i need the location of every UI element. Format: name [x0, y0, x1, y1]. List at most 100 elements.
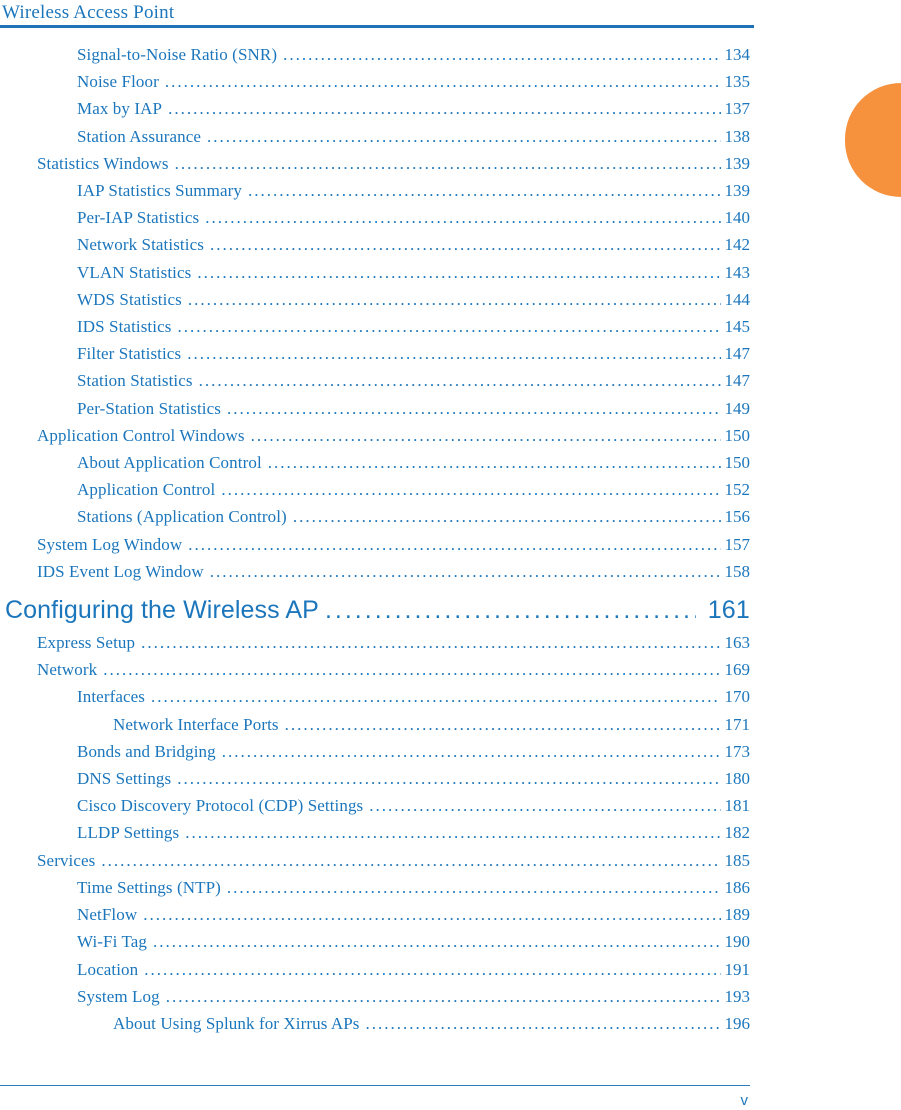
toc-entry-label: Wi-Fi Tag — [77, 932, 148, 952]
toc-entry[interactable]: Express Setup 163 — [0, 629, 750, 656]
toc-chapter-entry[interactable]: Configuring the Wireless AP 161 — [0, 593, 750, 627]
toc-leader-dots — [187, 340, 720, 367]
toc-entry-page: 139 — [724, 181, 751, 201]
toc-entry[interactable]: Per-IAP Statistics 140 — [0, 204, 750, 231]
toc-leader-dots — [188, 286, 721, 313]
toc-entry[interactable]: WDS Statistics 144 — [0, 286, 750, 313]
toc-entry[interactable]: About Application Control 150 — [0, 449, 750, 476]
toc-entry-label: WDS Statistics — [77, 289, 182, 309]
toc-leader-dots — [210, 558, 721, 585]
toc-entry-label: Location — [77, 959, 139, 979]
toc-leader-dots — [251, 422, 721, 449]
toc-entry-page: 180 — [724, 769, 751, 789]
toc-entry[interactable]: Application Control 152 — [0, 476, 750, 503]
toc-entry-label: Bonds and Bridging — [77, 741, 216, 761]
toc-entry-label: Stations (Application Control) — [77, 507, 287, 527]
toc-leader-dots — [153, 928, 720, 955]
toc-entry[interactable]: Noise Floor 135 — [0, 68, 750, 95]
toc-entry-page: 147 — [724, 371, 751, 391]
toc-leader-dots — [143, 901, 720, 928]
toc-entry-page: 189 — [724, 905, 751, 925]
toc-entry-page: 150 — [724, 453, 751, 473]
toc-leader-dots — [210, 231, 721, 258]
toc-entry[interactable]: Max by IAP 137 — [0, 95, 750, 122]
toc-leader-dots — [207, 123, 721, 150]
toc-entry[interactable]: Application Control Windows 150 — [0, 422, 750, 449]
toc-entry[interactable]: Network Interface Ports 171 — [0, 711, 750, 738]
toc-entry-label: IDS Statistics — [77, 317, 172, 337]
toc-entry[interactable]: Cisco Discovery Protocol (CDP) Settings … — [0, 792, 750, 819]
toc-entry-page: 137 — [724, 99, 751, 119]
toc-leader-dots — [177, 313, 720, 340]
toc-entry-page: 139 — [724, 153, 751, 173]
toc-leader-dots — [141, 629, 720, 656]
toc-entry-label: About Using Splunk for Xirrus APs — [113, 1013, 360, 1033]
toc-entry[interactable]: Wi-Fi Tag 190 — [0, 928, 750, 955]
toc-entry-page: 196 — [724, 1013, 751, 1033]
toc-entry-page: 182 — [724, 823, 751, 843]
toc-entry-page: 191 — [724, 959, 751, 979]
toc-entry-label: VLAN Statistics — [77, 262, 192, 282]
toc-entry[interactable]: Filter Statistics 147 — [0, 340, 750, 367]
toc-entry-label: Application Control Windows — [37, 425, 245, 445]
toc-leader-dots — [199, 367, 721, 394]
toc-entry[interactable]: Signal-to-Noise Ratio (SNR) 134 — [0, 41, 750, 68]
toc-entry-page: 170 — [724, 687, 751, 707]
toc-entry[interactable]: Location 191 — [0, 956, 750, 983]
toc-entry[interactable]: IAP Statistics Summary 139 — [0, 177, 750, 204]
toc-entry-page: 171 — [724, 714, 751, 734]
toc-entry-label: Per-Station Statistics — [77, 398, 221, 418]
toc-leader-dots — [166, 983, 721, 1010]
toc-entry[interactable]: About Using Splunk for Xirrus APs 196 — [0, 1010, 750, 1037]
toc-entry-label: Configuring the Wireless AP — [5, 596, 319, 625]
toc-entry-page: 185 — [724, 850, 751, 870]
toc-leader-dots — [248, 177, 721, 204]
table-of-contents: Signal-to-Noise Ratio (SNR) 134 Noise Fl… — [0, 41, 750, 1037]
toc-entry-page: 173 — [724, 741, 751, 761]
toc-entry-label: System Log Window — [37, 534, 183, 554]
toc-entry[interactable]: Statistics Windows 139 — [0, 150, 750, 177]
toc-entry[interactable]: System Log 193 — [0, 983, 750, 1010]
toc-entry[interactable]: LLDP Settings 182 — [0, 819, 750, 846]
toc-entry[interactable]: System Log Window 157 — [0, 531, 750, 558]
toc-entry-label: Network Interface Ports — [113, 714, 279, 734]
toc-entry[interactable]: Station Statistics 147 — [0, 367, 750, 394]
toc-leader-dots — [366, 1010, 721, 1037]
toc-entry-label: Application Control — [77, 480, 216, 500]
toc-entry-page: 186 — [724, 877, 751, 897]
toc-entry[interactable]: IDS Event Log Window 158 — [0, 558, 750, 585]
toc-entry-label: DNS Settings — [77, 769, 172, 789]
toc-entry-page: 193 — [724, 986, 751, 1006]
toc-entry-page: 149 — [724, 398, 751, 418]
toc-entry[interactable]: Time Settings (NTP) 186 — [0, 874, 750, 901]
toc-entry-label: Filter Statistics — [77, 344, 182, 364]
toc-leader-dots — [165, 68, 721, 95]
toc-entry[interactable]: Bonds and Bridging 173 — [0, 738, 750, 765]
toc-entry-page: 140 — [724, 208, 751, 228]
toc-entry[interactable]: VLAN Statistics 143 — [0, 259, 750, 286]
toc-entry-page: 144 — [724, 289, 751, 309]
toc-entry[interactable]: Services 185 — [0, 847, 750, 874]
toc-entry[interactable]: Per-Station Statistics 149 — [0, 395, 750, 422]
toc-leader-dots — [144, 956, 720, 983]
toc-entry-page: 163 — [724, 633, 751, 653]
toc-entry-page: 135 — [724, 72, 751, 92]
toc-entry[interactable]: IDS Statistics 145 — [0, 313, 750, 340]
page-header: Wireless Access Point — [0, 0, 901, 28]
toc-entry-label: Services — [37, 850, 96, 870]
toc-leader-dots — [268, 449, 721, 476]
toc-entry[interactable]: Network Statistics 142 — [0, 231, 750, 258]
toc-entry-page: 138 — [724, 126, 751, 146]
toc-entry[interactable]: Station Assurance 138 — [0, 123, 750, 150]
toc-leader-dots — [197, 259, 720, 286]
toc-entry[interactable]: NetFlow 189 — [0, 901, 750, 928]
toc-entry-page: 181 — [724, 796, 751, 816]
toc-entry[interactable]: Network 169 — [0, 656, 750, 683]
toc-entry-page: 134 — [724, 45, 751, 64]
toc-leader-dots — [222, 738, 721, 765]
toc-entry[interactable]: Interfaces 170 — [0, 683, 750, 710]
toc-entry[interactable]: Stations (Application Control) 156 — [0, 503, 750, 530]
toc-entry-page: 156 — [724, 507, 751, 527]
toc-entry[interactable]: DNS Settings 180 — [0, 765, 750, 792]
